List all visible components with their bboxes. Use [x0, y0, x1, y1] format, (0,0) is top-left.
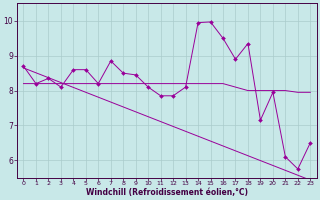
X-axis label: Windchill (Refroidissement éolien,°C): Windchill (Refroidissement éolien,°C): [86, 188, 248, 197]
